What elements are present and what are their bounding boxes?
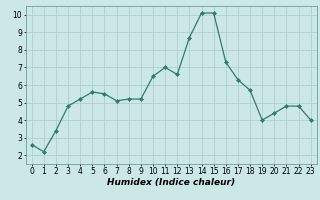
X-axis label: Humidex (Indice chaleur): Humidex (Indice chaleur) — [107, 178, 235, 187]
